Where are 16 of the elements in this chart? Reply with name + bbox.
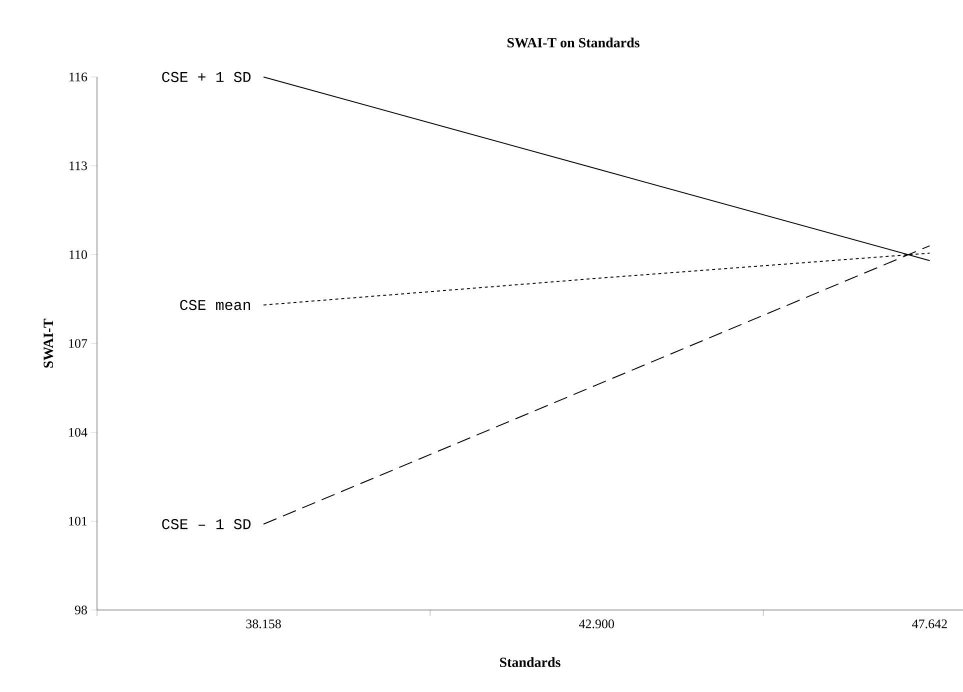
- y-tick-label: 101: [69, 516, 87, 526]
- series-label: CSE mean: [180, 300, 250, 310]
- y-tick-label: 98: [74, 606, 87, 614]
- x-tick-label: 38.158: [246, 620, 281, 628]
- x-axis-title: Standards: [500, 657, 560, 668]
- y-tick-label: 116: [70, 72, 88, 82]
- series-label: CSE + 1 SD: [162, 72, 251, 82]
- y-axis-title: SWAI-T: [44, 318, 54, 368]
- chart-title: SWAI-T on Standards: [508, 38, 640, 48]
- y-tick-label: 113: [70, 161, 87, 170]
- y-tick-label: 104: [69, 428, 88, 437]
- y-tick-label: 110: [70, 250, 87, 260]
- y-tick-label: 107: [69, 339, 88, 348]
- x-tick-label: 47.642: [912, 620, 947, 628]
- x-tick-label: 42.900: [578, 620, 614, 628]
- series-label: CSE – 1 SD: [162, 519, 251, 530]
